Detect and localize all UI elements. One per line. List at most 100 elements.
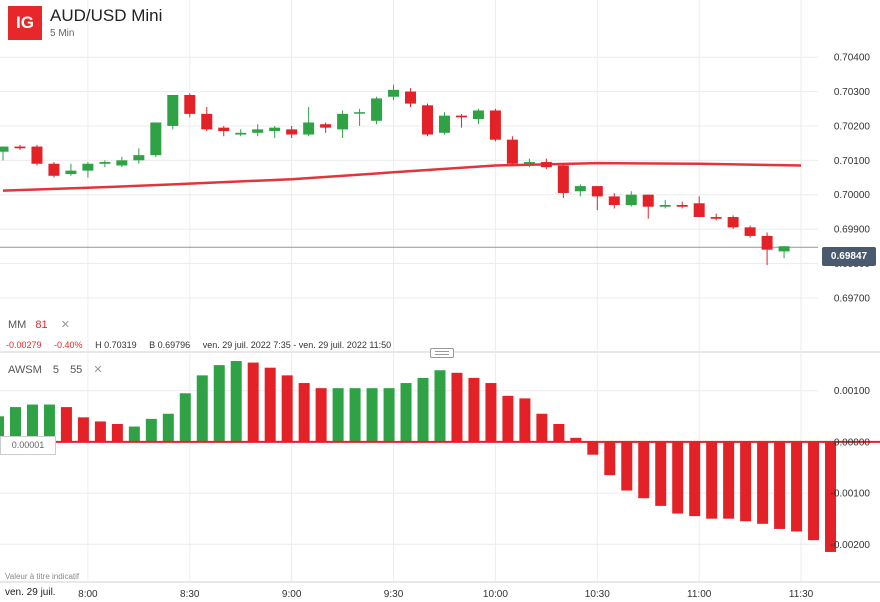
close-icon[interactable]: ✕ [93, 364, 103, 376]
candle-body [65, 170, 77, 175]
awsm-bar [519, 398, 531, 442]
candle-body [591, 186, 603, 197]
awsm-bar [417, 377, 429, 442]
current-price-tag: 0.69847 [822, 247, 876, 266]
awsm-bar [145, 418, 157, 442]
awsm-bar [281, 375, 293, 442]
candle-body [0, 146, 9, 152]
change-value: -0.00279 [6, 340, 42, 350]
candle-body [388, 89, 400, 97]
awsm-bar [451, 372, 463, 442]
x-tick-label: 10:00 [483, 589, 508, 600]
awsm-bar [655, 441, 667, 506]
candle-body [99, 162, 111, 164]
high-value: H 0.70319 [95, 340, 137, 350]
awsm-bar [94, 421, 106, 442]
candle-body [710, 217, 722, 219]
x-tick-label: 9:30 [384, 589, 404, 600]
candle-body [676, 205, 688, 207]
candle-body [167, 95, 179, 126]
awsm-bar [230, 361, 242, 442]
candle-body [235, 132, 247, 135]
candle-body [778, 246, 790, 252]
awsm-fast: 5 [52, 364, 59, 376]
awsm-bar [366, 388, 378, 442]
close-icon[interactable]: ✕ [60, 319, 70, 331]
y-tick-label: 0.70400 [834, 53, 871, 64]
candle-body [405, 91, 417, 104]
awsm-bar [468, 377, 480, 442]
candle-body [286, 129, 298, 135]
mm-indicator-header: MM 81 ✕ [8, 318, 70, 331]
candlestick-series [0, 84, 790, 266]
candle-body [625, 194, 637, 205]
candle-body [303, 122, 315, 135]
candle-body [150, 122, 162, 156]
candle-body [184, 95, 196, 114]
axes: 0.70400 0.70300 0.70200 0.70100 0.70000 0.699… [78, 53, 870, 600]
candle-body [557, 165, 569, 193]
awsm-bar [536, 413, 548, 442]
x-tick-label: 10:30 [585, 589, 610, 600]
awsm-slow: 55 [70, 364, 83, 376]
awsm-bar [400, 383, 412, 442]
candle-body [14, 146, 26, 149]
awsm-bar [791, 441, 803, 532]
awsm-bar [213, 365, 225, 442]
awsm-bar [111, 423, 123, 442]
mm-label: MM [8, 319, 27, 331]
candle-body [455, 115, 467, 118]
date-label: ven. 29 juil. [5, 587, 56, 598]
awsm-bar [825, 441, 837, 552]
pane-resize-handle[interactable] [430, 348, 454, 358]
candle-body [489, 110, 501, 140]
awsm-bar [604, 441, 616, 476]
y-tick-label: 0.00000 [834, 437, 871, 448]
candle-body [48, 163, 60, 176]
y-tick-label: 0.70000 [834, 190, 871, 201]
x-tick-label: 9:00 [282, 589, 302, 600]
awsm-bar [264, 367, 276, 442]
candle-body [744, 227, 756, 236]
candle-body [354, 112, 366, 114]
y-tick-label: 0.70300 [834, 87, 871, 98]
candle-body [371, 98, 383, 121]
awsm-bar [128, 426, 140, 442]
awsm-bar [587, 441, 599, 455]
mm-period: 81 [35, 319, 48, 331]
candle-body [523, 162, 535, 164]
x-tick-label: 11:30 [789, 589, 814, 600]
change-percent: -0.40% [54, 340, 83, 350]
awsm-bar [808, 441, 820, 541]
candle-body [642, 194, 654, 207]
awsm-bar [179, 393, 191, 442]
candle-body [82, 163, 94, 171]
candle-body [116, 160, 128, 166]
awsm-bar [757, 441, 769, 524]
awsm-bar [77, 417, 89, 442]
y-tick-label: 0.00100 [834, 386, 871, 397]
candle-body [218, 127, 230, 132]
awsm-indicator-header: AWSM 5 55 ✕ [8, 363, 111, 376]
awsm-bar [774, 441, 786, 529]
awsm-bar [502, 395, 514, 442]
x-tick-label: 8:00 [78, 589, 98, 600]
awsm-label: AWSM [8, 364, 42, 376]
date-range: ven. 29 juil. 2022 7:35 - ven. 29 juil. … [202, 340, 392, 350]
awsm-bar [315, 388, 327, 442]
y-tick-label: -0.00200 [831, 540, 871, 551]
x-tick-label: 8:30 [180, 589, 200, 600]
awsm-bar [332, 388, 344, 442]
candle-body [133, 155, 145, 161]
candle-body [320, 124, 332, 128]
awsm-bar [247, 362, 259, 442]
y-tick-label: 0.70200 [834, 121, 871, 132]
awsm-bar [672, 441, 684, 514]
candle-body [201, 113, 213, 130]
awsm-bar [723, 441, 735, 519]
awsm-bar [349, 388, 361, 442]
awsm-bar [706, 441, 718, 519]
awsm-bar [9, 407, 21, 442]
candle-body [574, 186, 586, 192]
